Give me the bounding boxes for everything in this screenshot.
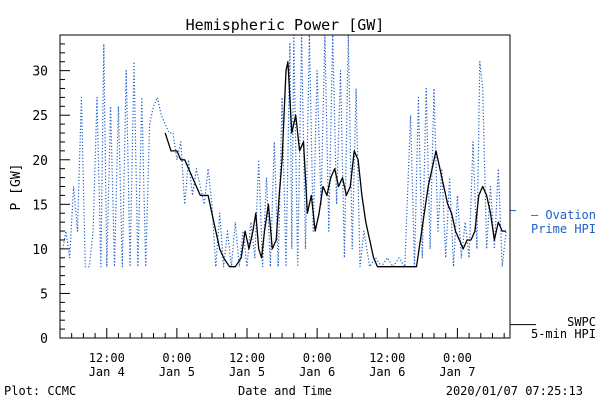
x-tick-label-date: Jan 6 — [299, 365, 335, 379]
x-tick-label-date: Jan 5 — [159, 365, 195, 379]
x-tick-label-time: 12:00 — [229, 351, 265, 365]
y-tick-label: 10 — [32, 243, 48, 258]
series-swpc-line — [164, 61, 507, 268]
plot-frame — [59, 34, 511, 339]
x-tick-label-time: 0:00 — [303, 351, 332, 365]
y-tick-label: 30 — [32, 65, 48, 80]
legend-ovation-label: Prime HPI — [531, 222, 596, 236]
x-axis-label: Date and Time — [238, 384, 332, 398]
legend-swpc-label: 5-min HPI — [531, 327, 596, 341]
y-axis: 0 5 10 15 20 25 30 — [32, 34, 70, 347]
series-ovation-prime-line — [62, 34, 507, 268]
y-tick-label: 5 — [40, 287, 48, 302]
plot-credit: Plot: CCMC — [4, 384, 76, 398]
x-tick-label-time: 0:00 — [443, 351, 472, 365]
x-tick-label-date: Jan 4 — [89, 365, 125, 379]
chart-title: Hemispheric Power [GW] — [186, 16, 385, 34]
x-tick-label-date: Jan 6 — [369, 365, 405, 379]
y-axis-label: P [GW] — [9, 164, 24, 211]
legend-ovation-label: — Ovation — [531, 208, 596, 222]
timestamp: 2020/01/07 07:25:13 — [446, 384, 583, 398]
x-tick-label-time: 12:00 — [89, 351, 125, 365]
x-tick-label-date: Jan 7 — [439, 365, 475, 379]
legend-swpc-label: SWPC — [567, 315, 596, 329]
x-tick-label-time: 0:00 — [162, 351, 191, 365]
y-tick-label: 20 — [32, 154, 48, 169]
x-tick-label-time: 12:00 — [369, 351, 405, 365]
y-tick-label: 25 — [32, 109, 48, 124]
y-tick-label: 0 — [40, 332, 48, 347]
series-layer — [62, 34, 507, 268]
y-tick-label: 15 — [32, 198, 48, 213]
x-tick-label-date: Jan 5 — [229, 365, 265, 379]
